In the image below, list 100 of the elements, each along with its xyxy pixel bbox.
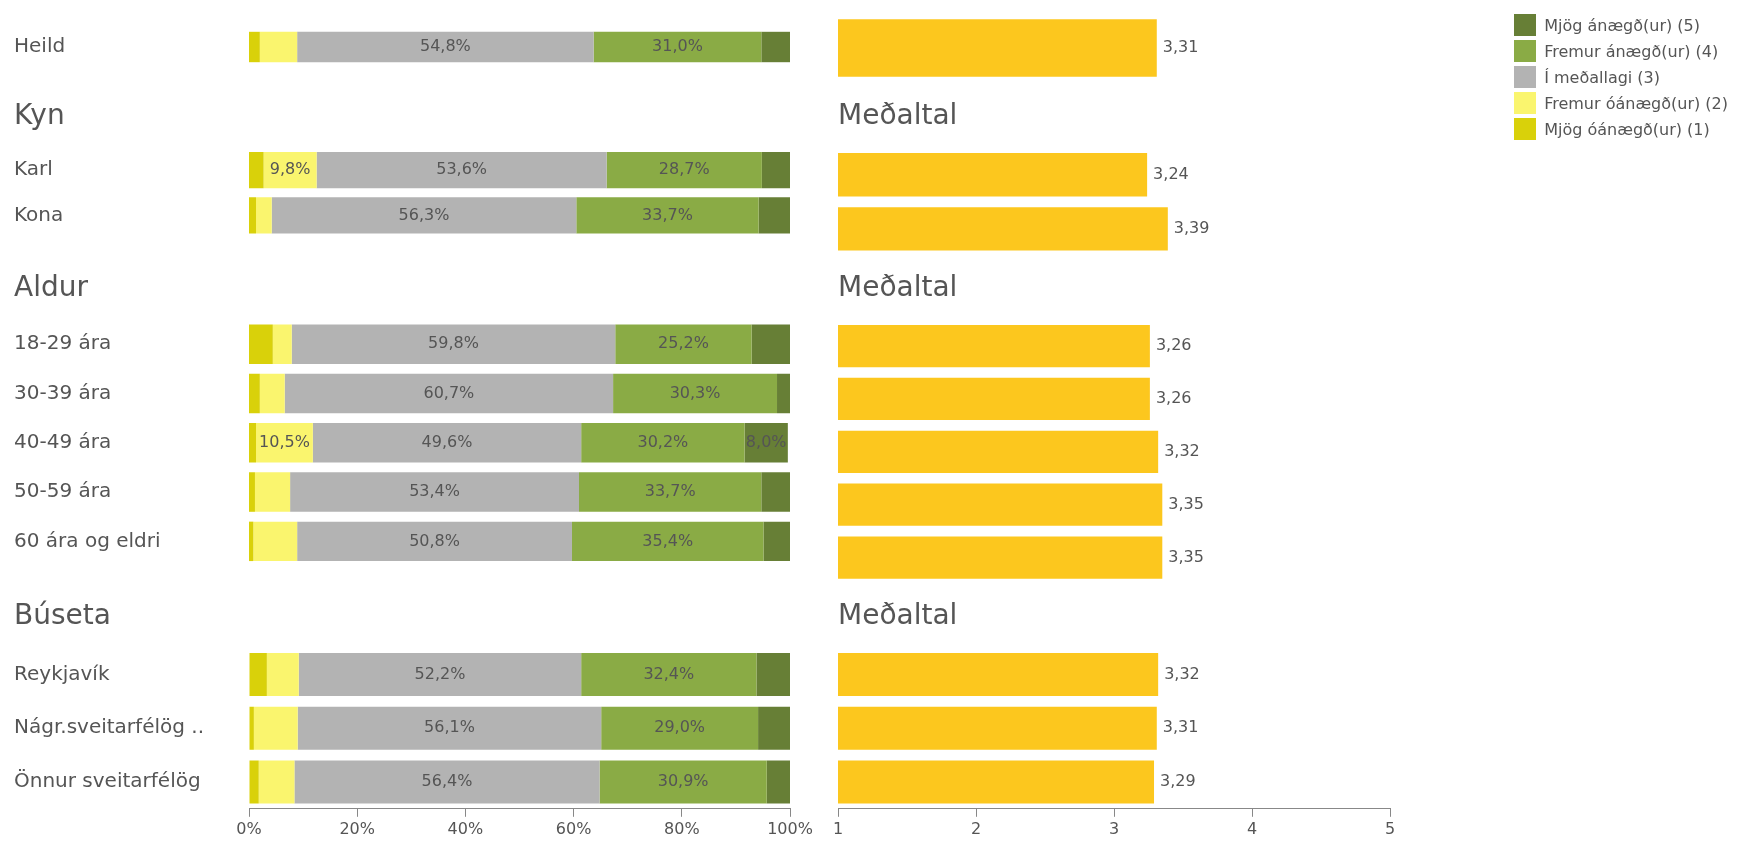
y-tick-label: Kona xyxy=(14,201,64,226)
data-label: 50,8% xyxy=(409,530,460,550)
x-tick-label: 4 xyxy=(1246,818,1258,838)
chart-title: Meðaltal xyxy=(838,270,958,304)
bar xyxy=(571,521,764,562)
bar xyxy=(249,652,267,696)
data-label: 30,3% xyxy=(669,382,721,402)
y-tick-label: Önnur sveitarfélög xyxy=(14,768,201,793)
bar xyxy=(258,760,295,804)
y-tick-label: 60 ára og eldri xyxy=(14,527,161,552)
y-tick-label: 40-49 ára xyxy=(14,429,112,453)
data-label: 3,24 xyxy=(1153,163,1189,183)
x-tick-label: 40% xyxy=(447,818,484,838)
data-label: 25,2% xyxy=(658,333,709,353)
bar xyxy=(751,324,790,364)
x-tick-label: 100% xyxy=(767,818,813,838)
bar xyxy=(581,423,745,463)
data-label: 33,7% xyxy=(644,481,696,501)
legend-label: Mjög óánægð(ur) (1) xyxy=(1544,119,1710,139)
bar xyxy=(249,472,255,512)
data-label: 3,32 xyxy=(1164,663,1200,683)
bar xyxy=(249,373,260,414)
bar xyxy=(249,706,254,750)
data-label: 3,39 xyxy=(1173,218,1210,238)
bar xyxy=(316,152,607,189)
legend-label: Fremur óánægð(ur) (2) xyxy=(1544,93,1728,113)
data-label: 3,35 xyxy=(1168,493,1204,513)
data-label: 29,0% xyxy=(654,717,706,737)
y-tick-label: 50-59 ára xyxy=(14,478,112,503)
bar xyxy=(291,324,616,364)
bar xyxy=(576,197,759,234)
y-tick-label: Heild xyxy=(14,33,66,58)
bar xyxy=(579,472,762,512)
bar xyxy=(756,652,790,696)
bar xyxy=(606,152,762,189)
bar xyxy=(294,760,600,804)
data-label: 28,7% xyxy=(658,159,710,179)
bar xyxy=(758,706,790,750)
bar xyxy=(297,706,602,750)
bar xyxy=(297,31,594,63)
data-label: 31,0% xyxy=(652,36,703,56)
bar xyxy=(284,373,614,414)
chart-title: Meðaltal xyxy=(838,98,958,132)
data-label: 9,8% xyxy=(269,159,311,179)
legend-label: Mjög ánægð(ur) (5) xyxy=(1544,15,1700,35)
data-label: 53,6% xyxy=(436,159,488,179)
bar xyxy=(254,472,291,512)
bar xyxy=(259,31,298,63)
bar xyxy=(761,31,790,63)
bar xyxy=(593,31,762,63)
bar xyxy=(758,197,790,234)
y-tick-label: Nágr.sveitarfélög .. xyxy=(14,714,204,739)
bar xyxy=(253,521,298,562)
data-label: 10,5% xyxy=(259,431,310,451)
data-label: 3,29 xyxy=(1160,771,1196,791)
data-label: 56,1% xyxy=(424,717,475,737)
x-tick-label: 0% xyxy=(236,818,262,838)
chart-title: Kyn xyxy=(14,98,65,132)
x-tick-label: 3 xyxy=(1108,818,1120,838)
legend-label: Fremur ánægð(ur) (4) xyxy=(1544,41,1719,61)
y-tick-label: 30-39 ára xyxy=(14,379,112,404)
bar xyxy=(259,373,285,414)
data-label: 60,7% xyxy=(423,382,475,402)
bar xyxy=(777,373,790,414)
bar xyxy=(290,472,580,512)
bar xyxy=(249,423,257,463)
bar xyxy=(298,652,582,696)
bar xyxy=(249,31,260,63)
bar xyxy=(601,706,759,750)
data-label: 52,2% xyxy=(414,663,466,683)
bar xyxy=(761,152,790,189)
data-label: 3,31 xyxy=(1162,37,1199,57)
chart-title: Búseta xyxy=(14,598,111,632)
data-label: 3,35 xyxy=(1168,546,1204,566)
legend-label: Í meðallagi (3) xyxy=(1544,67,1661,87)
data-label: 30,9% xyxy=(657,771,709,791)
chart-title: Aldur xyxy=(14,270,89,304)
x-tick-label: 60% xyxy=(555,818,592,838)
data-label: 30,2% xyxy=(637,431,689,451)
y-tick-label: Reykjavík xyxy=(14,660,110,685)
data-label: 35,4% xyxy=(642,530,694,550)
bar xyxy=(266,652,299,696)
data-label: 54,8% xyxy=(419,36,471,56)
data-label: 56,3% xyxy=(398,204,450,224)
bar xyxy=(249,324,273,364)
x-tick-label: 80% xyxy=(664,818,700,838)
chart-title: Meðaltal xyxy=(838,598,958,632)
data-label: 3,26 xyxy=(1155,388,1192,408)
bar xyxy=(249,760,259,804)
data-label: 49,6% xyxy=(421,431,473,451)
bar xyxy=(249,521,254,562)
data-label: 32,4% xyxy=(643,663,695,683)
bar xyxy=(599,760,767,804)
bar xyxy=(763,521,790,562)
data-label: 3,26 xyxy=(1155,335,1192,355)
bar xyxy=(271,197,577,234)
bar xyxy=(253,706,298,750)
data-label: 59,8% xyxy=(428,333,479,353)
bar xyxy=(615,324,752,364)
bar xyxy=(613,373,778,414)
